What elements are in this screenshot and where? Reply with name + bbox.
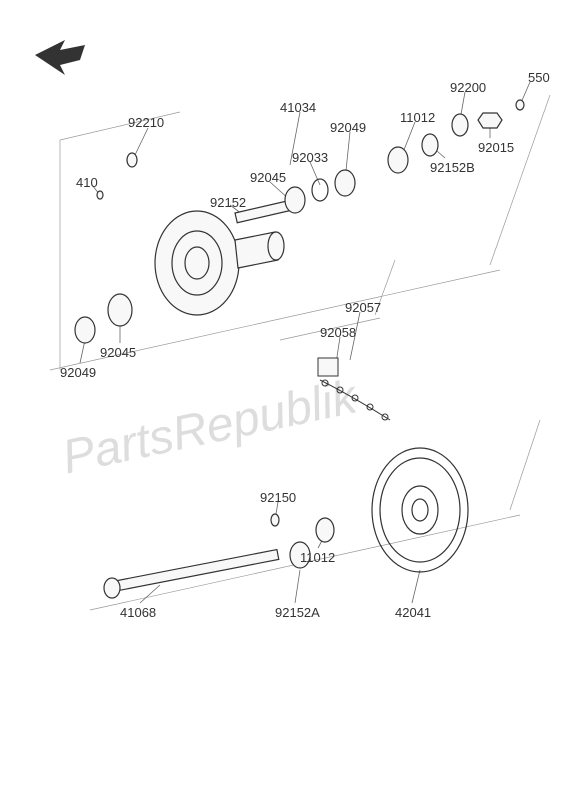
label-92045-2: 92045 bbox=[100, 345, 136, 360]
label-41034: 41034 bbox=[280, 100, 316, 115]
part-bearing-1 bbox=[108, 294, 132, 326]
part-collar-2 bbox=[316, 518, 334, 542]
part-seal-2 bbox=[335, 170, 355, 196]
label-92015: 92015 bbox=[478, 140, 514, 155]
part-nut bbox=[478, 113, 502, 128]
label-410: 410 bbox=[76, 175, 98, 190]
part-washer-1 bbox=[452, 114, 468, 136]
label-92049-2: 92049 bbox=[60, 365, 96, 380]
label-92049-1: 92049 bbox=[330, 120, 366, 135]
part-washer-2 bbox=[97, 191, 103, 199]
label-92058: 92058 bbox=[320, 325, 356, 340]
part-seal-1 bbox=[75, 317, 95, 343]
part-pin bbox=[516, 100, 524, 110]
part-chain bbox=[318, 358, 390, 420]
label-92150: 92150 bbox=[260, 490, 296, 505]
label-92152: 92152 bbox=[210, 195, 246, 210]
label-92033: 92033 bbox=[292, 150, 328, 165]
label-11012-2: 11012 bbox=[300, 550, 335, 565]
label-41068: 41068 bbox=[120, 605, 156, 620]
label-92152B: 92152B bbox=[430, 160, 475, 175]
label-92152A: 92152A bbox=[275, 605, 320, 620]
part-bearing-2 bbox=[285, 187, 305, 213]
part-hub bbox=[155, 211, 284, 315]
part-bolt-1 bbox=[271, 514, 279, 526]
label-42041: 42041 bbox=[395, 605, 431, 620]
diagram-canvas bbox=[0, 0, 584, 800]
label-92200: 92200 bbox=[450, 80, 486, 95]
label-92045-1: 92045 bbox=[250, 170, 286, 185]
label-11012-1: 11012 bbox=[400, 110, 435, 125]
part-sprocket bbox=[372, 448, 468, 572]
label-92210: 92210 bbox=[128, 115, 164, 130]
part-bolt-2 bbox=[127, 153, 137, 167]
label-92057: 92057 bbox=[345, 300, 381, 315]
part-cap bbox=[388, 147, 408, 173]
part-collar-3 bbox=[422, 134, 438, 156]
part-circlip bbox=[312, 179, 328, 201]
label-550: 550 bbox=[528, 70, 550, 85]
